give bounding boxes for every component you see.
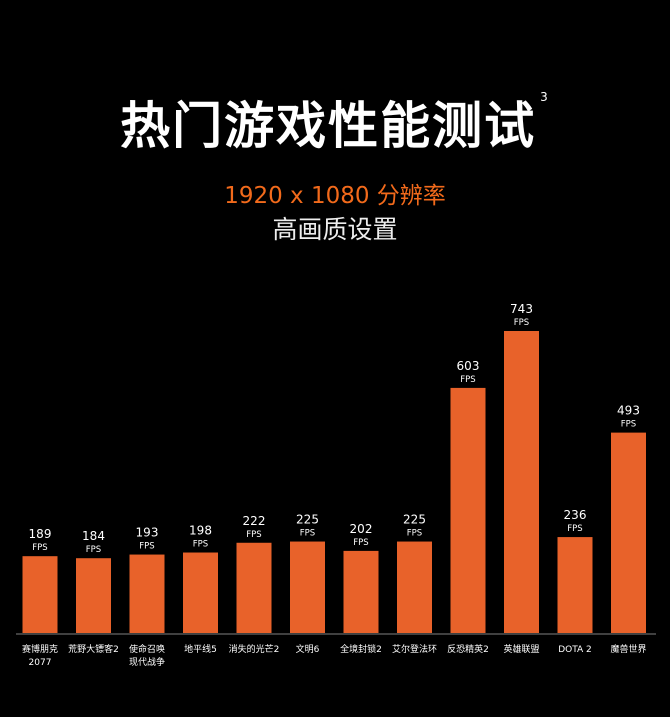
data-label-unit: FPS: [567, 524, 582, 534]
bar: [290, 541, 325, 633]
bar: [129, 554, 165, 633]
x-tick-label: 英雄联盟: [503, 643, 539, 655]
bar: [76, 558, 111, 633]
resolution-subtitle: 1920 x 1080 分辨率: [224, 183, 446, 209]
quality-subtitle: 高画质设置: [272, 215, 398, 244]
data-label-value: 202: [350, 522, 373, 536]
x-tick-label: 荒野大镖客2: [68, 643, 119, 655]
data-label-value: 222: [243, 514, 266, 528]
data-label-value: 236: [564, 508, 587, 522]
chart-title: 热门游戏性能测试 3: [0, 86, 670, 158]
x-tick-label: 文明6: [296, 643, 320, 655]
data-label-unit: FPS: [407, 529, 422, 539]
bar: [611, 432, 646, 633]
x-tick-label: 地平线5: [184, 643, 217, 655]
data-label-unit: FPS: [86, 545, 101, 555]
bar: [450, 387, 486, 633]
data-label-unit: FPS: [300, 529, 315, 539]
data-label-unit: FPS: [139, 542, 154, 552]
data-label-value: 225: [296, 513, 319, 527]
data-label-unit: FPS: [32, 543, 47, 553]
x-tick-label: 赛博朋克: [22, 643, 58, 655]
x-tick-label: 消失的光芒2: [229, 643, 280, 655]
x-tick-label: 使命召唤: [129, 643, 165, 655]
data-label-unit: FPS: [514, 318, 529, 328]
title-text: 热门游戏性能测试: [120, 97, 537, 155]
data-label-unit: FPS: [246, 530, 261, 540]
bar: [557, 537, 593, 633]
data-label-unit: FPS: [621, 420, 636, 430]
x-tick-label: 现代战争: [129, 656, 165, 668]
data-label-unit: FPS: [353, 538, 368, 548]
data-label-value: 198: [189, 524, 212, 538]
data-label-unit: FPS: [460, 375, 475, 385]
x-tick-label: 全境封锁2: [340, 643, 382, 655]
data-label-value: 493: [617, 404, 640, 418]
bar: [236, 542, 272, 633]
x-tick-label: 2077: [29, 658, 52, 668]
x-tick-label: 魔兽世界: [610, 643, 646, 655]
footnote-marker: 3: [540, 90, 550, 104]
data-label-value: 225: [403, 513, 426, 527]
bar: [22, 556, 58, 633]
data-label-value: 184: [82, 529, 105, 543]
x-tick-label: 艾尔登法环: [392, 643, 437, 655]
data-label-value: 743: [510, 302, 533, 316]
data-label-value: 193: [136, 526, 159, 540]
data-label-value: 603: [457, 359, 480, 373]
bar: [183, 552, 218, 633]
x-tick-label: DOTA 2: [558, 645, 592, 655]
bar: [343, 550, 379, 633]
x-tick-label: 反恐精英2: [447, 643, 489, 655]
bar: [504, 331, 539, 633]
bar: [397, 541, 432, 633]
data-label-unit: FPS: [193, 540, 208, 550]
data-label-value: 189: [29, 527, 52, 541]
